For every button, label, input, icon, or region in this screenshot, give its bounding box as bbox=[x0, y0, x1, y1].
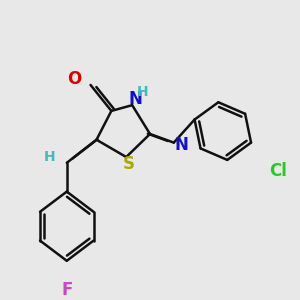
Text: O: O bbox=[68, 70, 82, 88]
Text: S: S bbox=[123, 155, 135, 173]
Text: N: N bbox=[128, 90, 142, 108]
Text: N: N bbox=[174, 136, 188, 154]
Text: H: H bbox=[137, 85, 148, 99]
Text: F: F bbox=[61, 280, 73, 298]
Text: Cl: Cl bbox=[269, 162, 287, 180]
Text: H: H bbox=[43, 150, 55, 164]
